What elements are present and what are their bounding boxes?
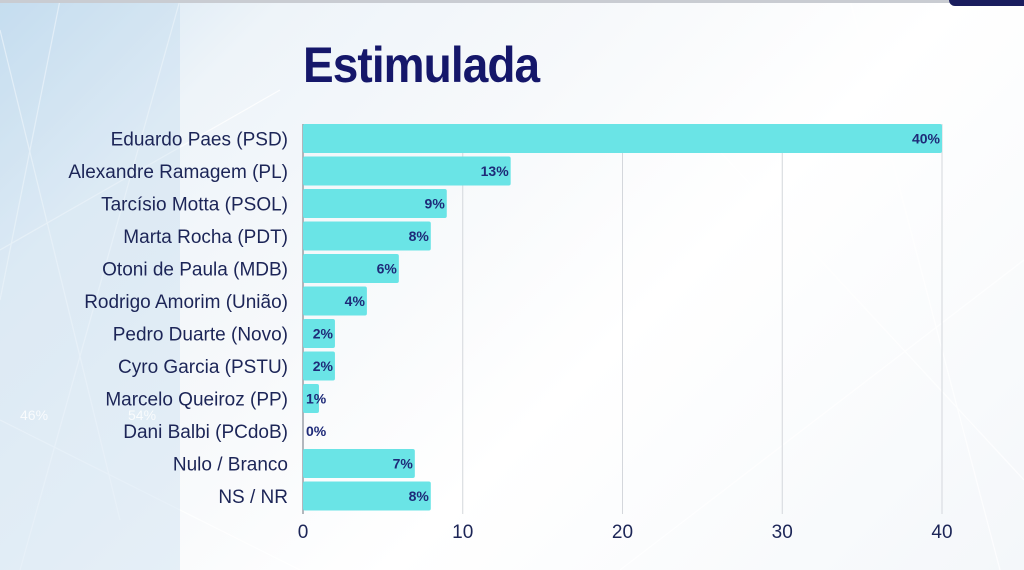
category-label: NS / NR bbox=[218, 487, 288, 508]
category-label: Tarcísio Motta (PSOL) bbox=[101, 195, 288, 216]
data-label: 0% bbox=[306, 423, 327, 439]
bar bbox=[303, 319, 335, 348]
bar bbox=[303, 221, 431, 251]
chart-title: Estimulada bbox=[303, 37, 540, 93]
background-text: 54% bbox=[128, 407, 157, 423]
bar bbox=[303, 481, 431, 511]
data-label: 1% bbox=[306, 391, 327, 407]
data-label: 40% bbox=[912, 131, 941, 147]
data-label: 4% bbox=[345, 293, 366, 309]
bar bbox=[303, 189, 447, 218]
data-label: 2% bbox=[313, 358, 334, 374]
data-label: 8% bbox=[409, 228, 430, 244]
background-text: 46% bbox=[20, 407, 49, 423]
category-label: Eduardo Paes (PSD) bbox=[111, 130, 288, 151]
category-label: Alexandre Ramagem (PL) bbox=[68, 162, 288, 183]
category-label: Rodrigo Amorim (União) bbox=[84, 292, 288, 313]
bar bbox=[303, 254, 399, 283]
data-label: 2% bbox=[313, 326, 334, 342]
category-label: Marta Rocha (PDT) bbox=[123, 227, 288, 248]
bar bbox=[303, 384, 319, 413]
data-label: 8% bbox=[409, 488, 430, 504]
category-label: Cyro Garcia (PSTU) bbox=[118, 357, 288, 378]
bar bbox=[303, 351, 335, 381]
category-label: Otoni de Paula (MDB) bbox=[102, 260, 288, 281]
data-label: 6% bbox=[377, 261, 398, 277]
bar bbox=[303, 156, 511, 186]
x-tick-label: 20 bbox=[612, 522, 633, 543]
category-label: Nulo / Branco bbox=[173, 455, 288, 476]
x-tick-label: 40 bbox=[931, 522, 952, 543]
bar bbox=[303, 124, 942, 153]
corner-accent bbox=[949, 0, 1024, 6]
category-label: Marcelo Queiroz (PP) bbox=[105, 390, 288, 411]
data-label: 13% bbox=[481, 163, 510, 179]
data-label: 7% bbox=[393, 456, 414, 472]
category-label: Pedro Duarte (Novo) bbox=[113, 325, 288, 346]
category-label: Dani Balbi (PCdoB) bbox=[123, 422, 288, 443]
bar bbox=[303, 286, 367, 316]
x-tick-label: 10 bbox=[452, 522, 473, 543]
top-border bbox=[0, 0, 1024, 3]
bar bbox=[303, 449, 415, 478]
data-label: 9% bbox=[425, 196, 446, 212]
x-tick-label: 0 bbox=[298, 522, 309, 543]
x-tick-label: 30 bbox=[772, 522, 793, 543]
